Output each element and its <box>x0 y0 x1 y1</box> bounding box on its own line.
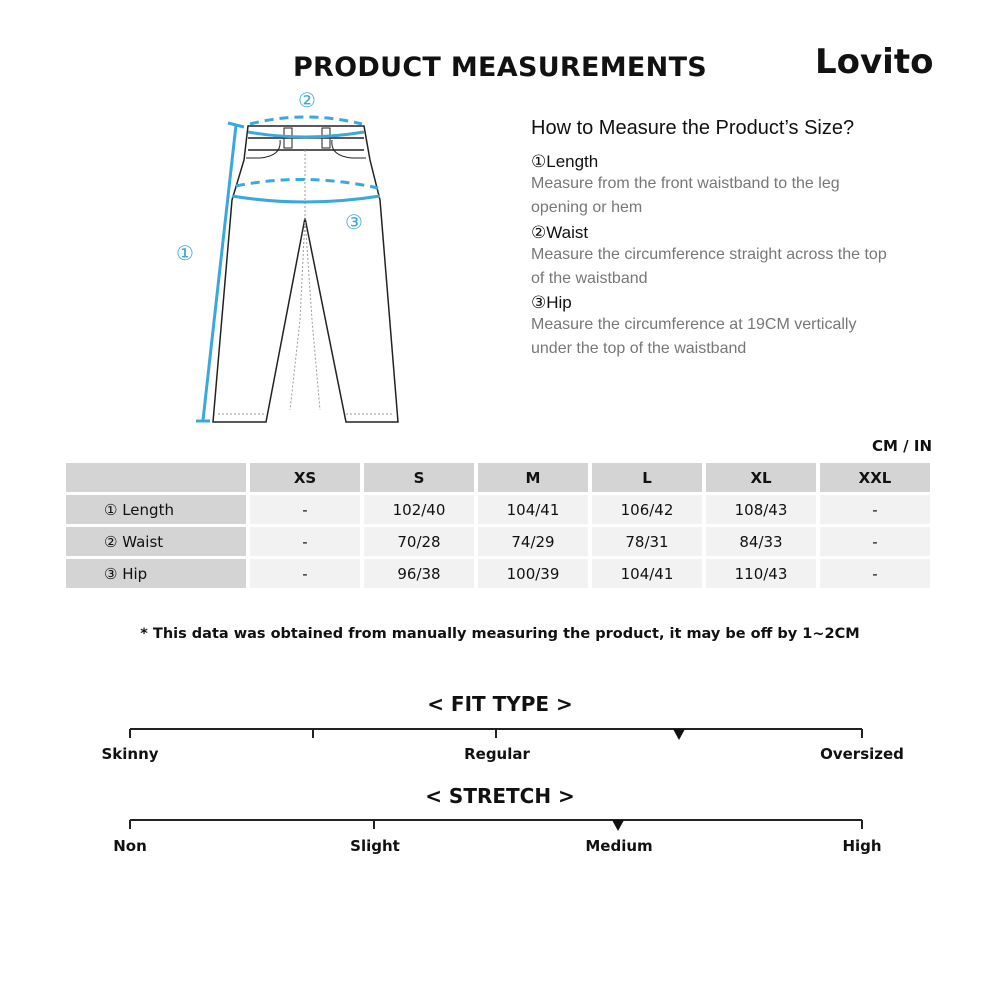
waist-line <box>249 115 363 126</box>
fit-label-skinny: Skinny <box>101 745 159 763</box>
col-header: M <box>478 463 588 492</box>
table-header-row: XS S M L XL XXL <box>66 463 930 492</box>
guide-hip-desc: Measure the circumference at 19CM vertic… <box>531 316 857 357</box>
col-header: XS <box>250 463 360 492</box>
row-label: ② Waist <box>66 527 246 556</box>
guide-waist-desc: Measure the circumference straight acros… <box>531 246 887 287</box>
measurement-note: * This data was obtained from manually m… <box>140 626 860 642</box>
marker-length: ① <box>176 243 194 265</box>
fit-type-scale <box>129 728 863 740</box>
cell: 102/40 <box>364 495 474 524</box>
stretch-label-slight: Slight <box>350 837 400 855</box>
stretch-scale <box>129 819 863 831</box>
table-row: ③ Hip - 96/38 100/39 104/41 110/43 - <box>66 559 930 588</box>
cell: - <box>250 527 360 556</box>
cell: 108/43 <box>706 495 816 524</box>
cell: 110/43 <box>706 559 816 588</box>
guide-waist-title: ②Waist <box>531 223 589 242</box>
col-header: S <box>364 463 474 492</box>
length-line <box>196 121 245 423</box>
brand-logo: Lovito <box>815 42 934 82</box>
stretch-heading: < STRETCH > <box>425 784 575 808</box>
unit-label: CM / IN <box>872 437 932 455</box>
cell: 84/33 <box>706 527 816 556</box>
cell: 78/31 <box>592 527 702 556</box>
row-label: ③ Hip <box>66 559 246 588</box>
cell: 70/28 <box>364 527 474 556</box>
cell: 74/29 <box>478 527 588 556</box>
marker-waist: ② <box>298 90 316 112</box>
guide-hip-title: ③Hip <box>531 293 572 312</box>
size-table: XS S M L XL XXL ① Length - 102/40 104/41… <box>62 460 934 591</box>
guide-length-desc: Measure from the front waistband to the … <box>531 175 840 216</box>
cell: - <box>250 559 360 588</box>
stretch-label-high: High <box>842 837 882 855</box>
fit-label-regular: Regular <box>464 745 530 763</box>
fit-level-marker-icon <box>673 729 685 740</box>
cell: 106/42 <box>592 495 702 524</box>
page-title: PRODUCT MEASUREMENTS <box>292 52 708 83</box>
table-row: ② Waist - 70/28 74/29 78/31 84/33 - <box>66 527 930 556</box>
cell: 100/39 <box>478 559 588 588</box>
cell: - <box>250 495 360 524</box>
cell: 104/41 <box>478 495 588 524</box>
pants-diagram: ① ② ③ <box>176 90 399 423</box>
cell: 104/41 <box>592 559 702 588</box>
stretch-level-marker-icon <box>612 820 625 831</box>
fit-label-oversized: Oversized <box>820 745 904 763</box>
cell: - <box>820 495 930 524</box>
table-row: ① Length - 102/40 104/41 106/42 108/43 - <box>66 495 930 524</box>
guide-length-title: ①Length <box>531 152 599 171</box>
col-header: XXL <box>820 463 930 492</box>
pants-outline-icon <box>212 125 399 423</box>
stretch-label-non: Non <box>113 837 147 855</box>
guide-heading: How to Measure the Product’s Size? <box>531 117 855 139</box>
hip-line <box>235 177 379 190</box>
marker-hip: ③ <box>345 212 363 234</box>
cell: - <box>820 527 930 556</box>
cell: - <box>820 559 930 588</box>
stretch-label-medium: Medium <box>585 837 653 855</box>
col-header: XL <box>706 463 816 492</box>
col-header: L <box>592 463 702 492</box>
fit-type-heading: < FIT TYPE > <box>427 692 573 716</box>
cell: 96/38 <box>364 559 474 588</box>
row-label: ① Length <box>66 495 246 524</box>
